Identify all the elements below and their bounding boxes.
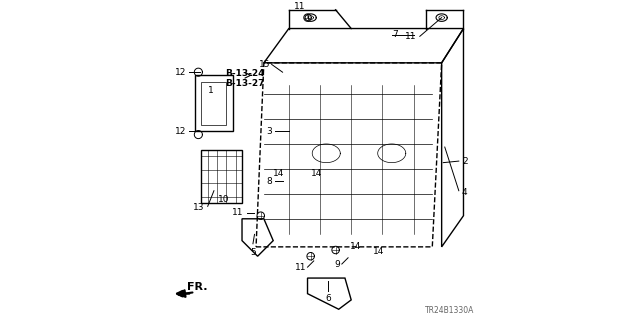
Text: B-13-24: B-13-24 xyxy=(225,69,264,78)
Text: 11: 11 xyxy=(294,2,305,12)
Text: 9: 9 xyxy=(335,260,340,268)
Text: FR.: FR. xyxy=(188,282,208,292)
Text: 12: 12 xyxy=(175,68,187,77)
Text: 14: 14 xyxy=(310,169,322,178)
Text: 14: 14 xyxy=(373,247,385,256)
Text: 4: 4 xyxy=(462,188,468,197)
Text: 2: 2 xyxy=(462,156,468,165)
Text: 11: 11 xyxy=(405,32,417,41)
Text: 3: 3 xyxy=(266,127,271,136)
Text: 10: 10 xyxy=(218,196,229,204)
Text: 7: 7 xyxy=(392,30,397,39)
Text: 1: 1 xyxy=(208,86,214,95)
Text: B-13-27: B-13-27 xyxy=(225,79,264,88)
Text: 11: 11 xyxy=(294,263,306,272)
Text: 14: 14 xyxy=(273,169,284,178)
Text: 14: 14 xyxy=(349,242,361,252)
Text: 8: 8 xyxy=(266,177,271,186)
Text: 6: 6 xyxy=(325,294,331,303)
Text: 5: 5 xyxy=(250,248,256,257)
Text: 11: 11 xyxy=(232,208,244,217)
Text: 15: 15 xyxy=(259,60,270,69)
Text: 12: 12 xyxy=(175,127,187,136)
Text: TR24B1330A: TR24B1330A xyxy=(425,307,474,316)
Text: 13: 13 xyxy=(193,204,205,212)
